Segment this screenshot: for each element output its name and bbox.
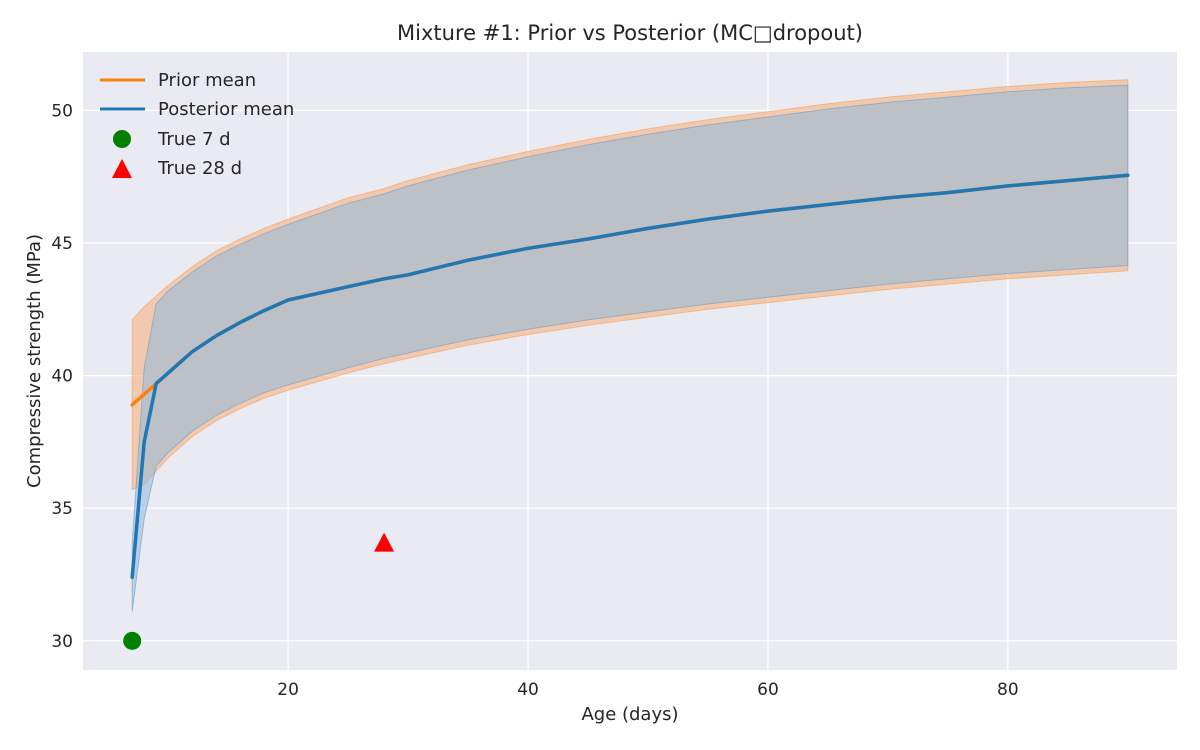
mean-lines <box>130 173 1130 579</box>
x-tick-label: 60 <box>757 680 779 700</box>
y-axis-label: Compressive strength (MPa) <box>24 234 45 488</box>
y-tick-label: 30 <box>51 632 73 652</box>
x-axis-label: Age (days) <box>581 704 678 725</box>
legend-swatch-true-28d <box>112 159 132 178</box>
point-true-28-d <box>374 532 395 552</box>
band-posterior-mean <box>131 84 1129 612</box>
x-tick-label: 20 <box>277 680 299 700</box>
chart-title: Mixture #1: Prior vs Posterior (MC□dropo… <box>397 21 863 45</box>
y-tick-label: 35 <box>51 499 73 519</box>
x-tick-label: 80 <box>997 680 1019 700</box>
legend-label-true-28d: True 28 d <box>157 158 242 179</box>
legend-swatch-true-7d <box>113 130 131 148</box>
legend-label-posterior-mean: Posterior mean <box>158 99 294 120</box>
legend-label-prior-mean: Prior mean <box>158 70 256 91</box>
y-tick-label: 45 <box>51 234 73 254</box>
uncertainty-bands <box>131 79 1129 612</box>
y-tick-label: 40 <box>51 367 73 387</box>
legend: Prior mean Posterior mean True 7 d True … <box>100 70 294 179</box>
line-posterior-mean <box>130 173 1130 579</box>
x-tick-label: 40 <box>517 680 539 700</box>
true-points <box>123 532 395 650</box>
legend-label-true-7d: True 7 d <box>157 129 231 150</box>
point-true-7-d <box>123 631 142 650</box>
tick-labels: 20 40 60 80 30 35 40 45 50 <box>51 101 1018 700</box>
y-tick-label: 50 <box>51 101 73 121</box>
